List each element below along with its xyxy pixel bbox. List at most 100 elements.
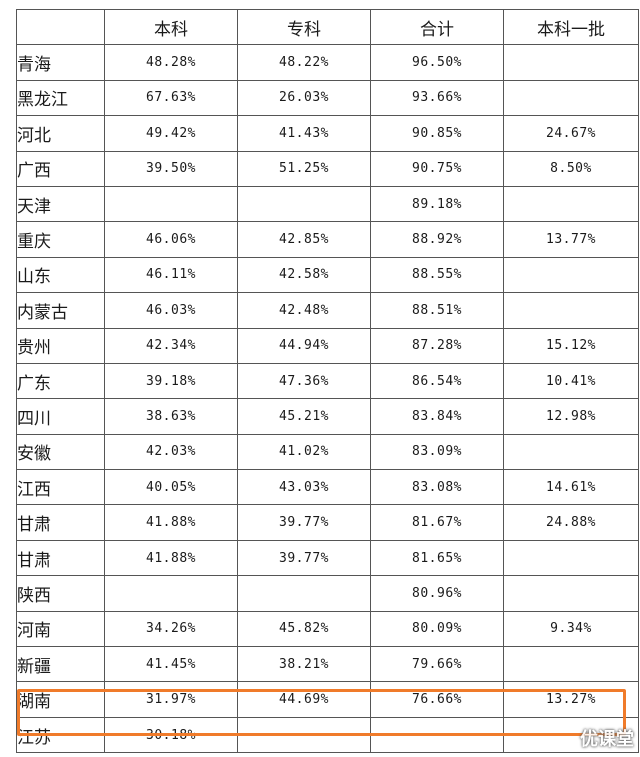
cell-benke-first-batch: 10.41% <box>503 362 639 400</box>
cell-benke: 42.03% <box>104 433 238 471</box>
cell-zhuanke: 43.03% <box>237 469 371 506</box>
cell-benke-first-batch <box>503 575 639 612</box>
cell-benke-first-batch <box>503 79 639 117</box>
cell-province: 山东 <box>16 256 105 294</box>
cell-province: 黑龙江 <box>16 79 105 117</box>
cell-province: 天津 <box>16 185 105 223</box>
cell-benke-first-batch: 13.27% <box>503 681 639 718</box>
cell-benke <box>104 575 238 612</box>
cell-benke: 39.18% <box>104 362 238 400</box>
cell-province: 四川 <box>16 398 105 435</box>
cell-zhuanke <box>237 716 371 754</box>
table-row: 江苏 30.18% <box>16 716 639 754</box>
table-row: 黑龙江 67.63% 26.03% 93.66% <box>16 79 639 117</box>
table-row: 新疆 41.45% 38.21% 79.66% <box>16 646 639 683</box>
cell-zhuanke: 45.21% <box>237 398 371 435</box>
header-province <box>16 8 105 46</box>
cell-benke: 67.63% <box>104 79 238 117</box>
cell-total: 83.84% <box>370 398 504 435</box>
cell-benke: 42.34% <box>104 327 238 364</box>
cell-province: 陕西 <box>16 575 105 612</box>
cell-benke-first-batch: 15.12% <box>503 327 639 364</box>
cell-province: 内蒙古 <box>16 292 105 329</box>
cell-zhuanke: 39.77% <box>237 504 371 541</box>
header-zhuanke: 专科 <box>237 8 371 46</box>
cell-benke: 46.06% <box>104 221 238 258</box>
cell-zhuanke: 38.21% <box>237 646 371 683</box>
cell-benke: 31.97% <box>104 681 238 718</box>
cell-benke: 30.18% <box>104 716 238 754</box>
cell-province: 江苏 <box>16 716 105 754</box>
cell-zhuanke: 51.25% <box>237 150 371 187</box>
cell-benke-first-batch: 9.34% <box>503 610 639 648</box>
cell-province: 河南 <box>16 610 105 648</box>
cell-total: 96.50% <box>370 44 504 81</box>
cell-total: 83.08% <box>370 469 504 506</box>
cell-total: 81.65% <box>370 539 504 577</box>
table-row: 青海 48.28% 48.22% 96.50% <box>16 44 639 81</box>
cell-total: 93.66% <box>370 79 504 117</box>
cell-total: 80.96% <box>370 575 504 612</box>
cell-zhuanke: 41.02% <box>237 433 371 471</box>
cell-total: 87.28% <box>370 327 504 364</box>
cell-total: 76.66% <box>370 681 504 718</box>
cell-zhuanke: 42.58% <box>237 256 371 294</box>
cell-benke-first-batch <box>503 292 639 329</box>
table-row: 广东 39.18% 47.36% 86.54% 10.41% <box>16 362 639 400</box>
cell-province: 安徽 <box>16 433 105 471</box>
table-row: 安徽 42.03% 41.02% 83.09% <box>16 433 639 471</box>
cell-benke: 40.05% <box>104 469 238 506</box>
cell-province: 广西 <box>16 150 105 187</box>
cell-benke-first-batch <box>503 185 639 223</box>
cell-benke <box>104 185 238 223</box>
cell-total: 81.67% <box>370 504 504 541</box>
cell-province: 河北 <box>16 115 105 152</box>
cell-province: 重庆 <box>16 221 105 258</box>
cell-province: 甘肃 <box>16 539 105 577</box>
cell-province: 贵州 <box>16 327 105 364</box>
table-row: 河南 34.26% 45.82% 80.09% 9.34% <box>16 610 639 648</box>
cell-benke: 48.28% <box>104 44 238 81</box>
cell-total: 80.09% <box>370 610 504 648</box>
cell-benke: 46.11% <box>104 256 238 294</box>
cell-benke-first-batch <box>503 433 639 471</box>
cell-benke-first-batch: 14.61% <box>503 469 639 506</box>
table-row: 四川 38.63% 45.21% 83.84% 12.98% <box>16 398 639 435</box>
cell-zhuanke: 44.94% <box>237 327 371 364</box>
header-benke: 本科 <box>104 8 238 46</box>
admission-rate-table: 本科 专科 合计 本科一批 青海 48.28% 48.22% 96.50% 黑龙江 67.… <box>16 8 639 754</box>
cell-benke-first-batch: 13.77% <box>503 221 639 258</box>
cell-zhuanke: 45.82% <box>237 610 371 648</box>
cell-benke: 38.63% <box>104 398 238 435</box>
header-total: 合计 <box>370 8 504 46</box>
table-row: 甘肃 41.88% 39.77% 81.65% <box>16 539 639 577</box>
table-row: 江西 40.05% 43.03% 83.08% 14.61% <box>16 469 639 506</box>
table-row: 湖南 31.97% 44.69% 76.66% 13.27% <box>16 681 639 718</box>
cell-benke: 46.03% <box>104 292 238 329</box>
header-benke-first-batch: 本科一批 <box>503 8 639 46</box>
cell-zhuanke: 47.36% <box>237 362 371 400</box>
cell-province: 甘肃 <box>16 504 105 541</box>
cell-total: 83.09% <box>370 433 504 471</box>
table-row: 陕西 80.96% <box>16 575 639 612</box>
cell-benke-first-batch: 8.50% <box>503 150 639 187</box>
cell-total: 90.75% <box>370 150 504 187</box>
cell-benke-first-batch: 24.88% <box>503 504 639 541</box>
cell-benke-first-batch <box>503 539 639 577</box>
header-row: 本科 专科 合计 本科一批 <box>16 8 639 46</box>
cell-zhuanke <box>237 185 371 223</box>
cell-benke: 41.45% <box>104 646 238 683</box>
cell-zhuanke: 42.48% <box>237 292 371 329</box>
cell-benke-first-batch <box>503 44 639 81</box>
table-row: 广西 39.50% 51.25% 90.75% 8.50% <box>16 150 639 187</box>
cell-zhuanke <box>237 575 371 612</box>
cell-total: 90.85% <box>370 115 504 152</box>
table-row: 山东 46.11% 42.58% 88.55% <box>16 256 639 294</box>
cell-province: 新疆 <box>16 646 105 683</box>
cell-benke: 49.42% <box>104 115 238 152</box>
cell-total: 88.92% <box>370 221 504 258</box>
cell-benke-first-batch: 12.98% <box>503 398 639 435</box>
table-row: 内蒙古 46.03% 42.48% 88.51% <box>16 292 639 329</box>
cell-benke: 41.88% <box>104 504 238 541</box>
